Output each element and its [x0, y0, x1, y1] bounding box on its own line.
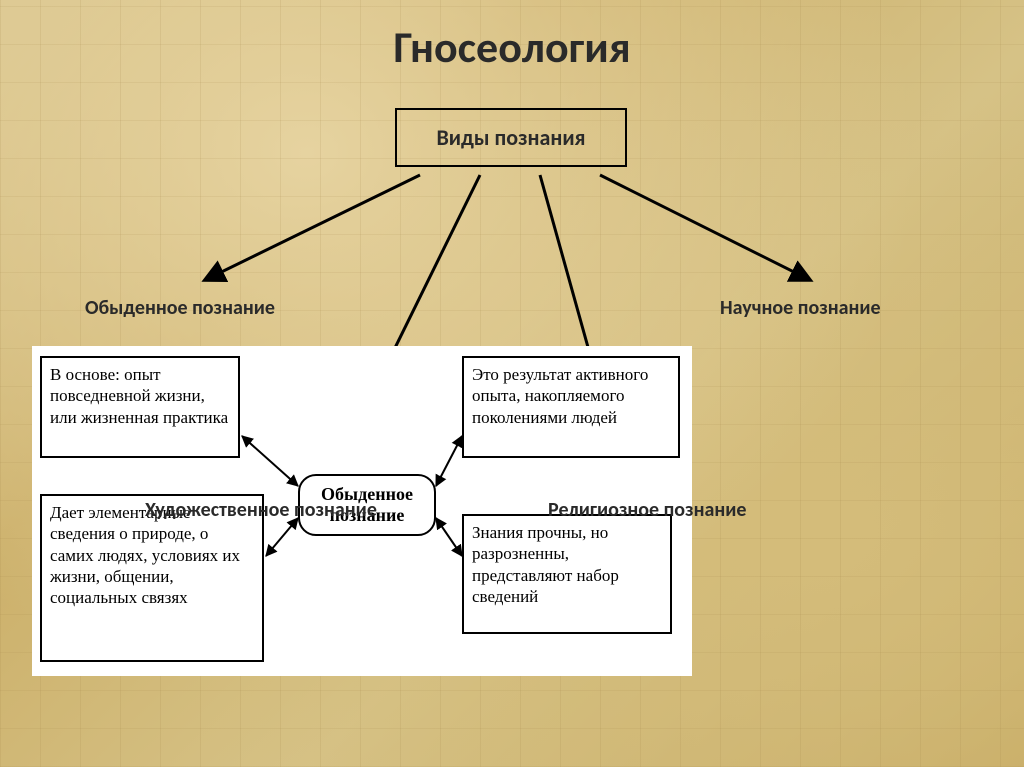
arrow-to-ordinary	[205, 175, 420, 280]
overlay-box-tr: Это результат активного опыта, накопляем…	[462, 356, 680, 458]
overlay-box-br: Знания прочны, но разрозненны, представл…	[462, 514, 672, 634]
conn-br	[436, 518, 462, 556]
branch-religious: Религиозное познание	[548, 498, 747, 522]
branch-artistic: Художественное познание	[145, 498, 377, 522]
slide: Гносеология Виды познания Обыденное позн…	[0, 0, 1024, 767]
conn-tr	[436, 436, 462, 486]
overlay-box-tl: В основе: опыт повседневной жизни, или ж…	[40, 356, 240, 458]
conn-tl	[242, 436, 298, 486]
arrow-to-scientific	[600, 175, 810, 280]
branch-scientific: Научное познание	[720, 296, 881, 320]
conn-bl	[266, 518, 298, 556]
branch-ordinary: Обыденное познание	[85, 296, 275, 320]
tree-root-label: Виды познания	[436, 124, 585, 151]
slide-title: Гносеология	[0, 20, 1024, 74]
tree-root-box: Виды познания	[395, 108, 627, 167]
